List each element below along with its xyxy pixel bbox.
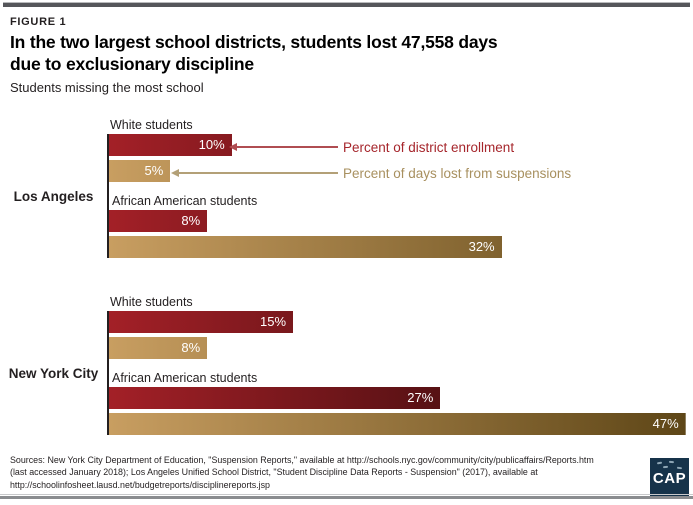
arrow-left-icon — [229, 143, 237, 151]
chart-subtitle: Students missing the most school — [10, 80, 204, 95]
sources-note: Sources: New York City Department of Edu… — [10, 454, 646, 491]
days-lost-bar: 5% — [109, 160, 171, 182]
enrollment-bar: 15% — [109, 311, 294, 333]
bars-with-axis: 15% 8% African American students 27% 47% — [107, 311, 693, 435]
bar-value-label: 8% — [181, 213, 201, 228]
days-lost-bar: 47% — [109, 413, 686, 435]
bar-value-label: 47% — [652, 416, 679, 431]
legend-enrollment-label: Percent of district enrollment — [343, 140, 515, 155]
bottom-rule-light — [0, 494, 693, 495]
enrollment-arrow-line — [237, 146, 338, 148]
bar-value-label: 15% — [260, 314, 287, 329]
group-plot: White students 15% 8% African American stud… — [107, 295, 693, 435]
chart-title-line-2: due to exclusionary discipline — [10, 54, 254, 74]
days-lost-bar: 32% — [109, 236, 502, 258]
enrollment-bar: 10% — [109, 134, 232, 156]
group-gutter: Los Angeles — [0, 118, 107, 258]
enrollment-bar: 8% — [109, 210, 208, 232]
figure-label: FIGURE 1 — [10, 16, 67, 28]
enrollment-bar: 27% — [109, 387, 441, 409]
city-group: New York City White students 15% 8% African … — [0, 295, 693, 435]
bars-with-axis: 10% 5% African American students 8% 32% — [107, 134, 693, 258]
cap-logo-text: CAP — [652, 470, 687, 487]
bar-value-label: 10% — [198, 137, 225, 152]
bar-value-label: 8% — [181, 340, 201, 355]
city-group: Los Angeles White students 10% 5% African Am… — [0, 118, 693, 258]
sources-line-2: (last accessed January 2018); Los Angele… — [10, 467, 538, 478]
sources-line-3: http://schoolinfosheet.lausd.net/budgetr… — [10, 479, 270, 490]
days-lost-arrow-line — [179, 172, 338, 174]
top-rule — [3, 2, 690, 7]
legend-days-lost-label: Percent of days lost from suspensions — [343, 166, 572, 181]
group-label: Los Angeles — [13, 188, 94, 204]
subgroup-label: African American students — [112, 371, 258, 385]
chart-title-line-1: In the two largest school districts, stu… — [10, 32, 498, 52]
chart-title: In the two largest school districts, stu… — [10, 31, 498, 75]
subgroup-label: White students — [110, 118, 193, 132]
bottom-rule-dark — [0, 496, 693, 499]
group-label: New York City — [8, 365, 99, 381]
bar-value-label: 32% — [468, 239, 495, 254]
group-gutter: New York City — [0, 295, 107, 435]
bar-value-label: 27% — [407, 390, 434, 405]
sources-line-1: Sources: New York City Department of Edu… — [10, 455, 594, 465]
bar-value-label: 5% — [144, 163, 164, 178]
arrow-left-icon — [171, 169, 179, 177]
subgroup-label: African American students — [112, 194, 258, 208]
days-lost-bar: 8% — [109, 337, 208, 359]
group-plot: White students 10% 5% African American stud… — [107, 118, 693, 258]
bar-chart-area: Los Angeles White students 10% 5% African Am… — [0, 118, 693, 435]
cap-logo: CAP — [650, 458, 689, 497]
subgroup-label: White students — [110, 295, 193, 309]
